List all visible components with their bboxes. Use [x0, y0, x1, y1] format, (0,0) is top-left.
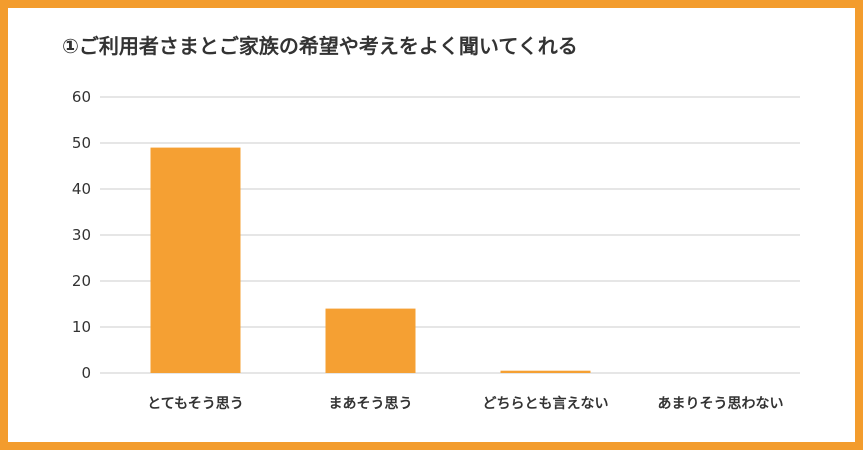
x-axis: とてもそう思う まあそう思う どちらとも言えない あまりそう思わない — [147, 395, 783, 412]
x-category-label: とてもそう思う — [147, 396, 244, 412]
y-axis: 0 10 20 30 40 50 60 — [72, 88, 91, 382]
y-tick-label: 40 — [72, 180, 91, 198]
bar-1 — [150, 147, 241, 373]
y-tick-label: 60 — [72, 88, 91, 106]
y-tick-label: 20 — [72, 272, 91, 290]
chart-title: ①ご利用者さまとご家族の希望や考えをよく聞いてくれる — [62, 34, 578, 58]
x-category-label: あまりそう思わない — [658, 396, 784, 412]
x-category-label: どちらとも言えない — [483, 395, 609, 412]
bar-3 — [500, 370, 591, 373]
y-tick-label: 10 — [72, 318, 91, 336]
bars — [150, 147, 591, 373]
y-tick-label: 50 — [72, 134, 91, 152]
y-tick-label: 0 — [81, 364, 91, 382]
x-category-label: まあそう思う — [329, 396, 413, 412]
y-tick-label: 30 — [72, 226, 91, 244]
bar-2 — [325, 308, 416, 373]
